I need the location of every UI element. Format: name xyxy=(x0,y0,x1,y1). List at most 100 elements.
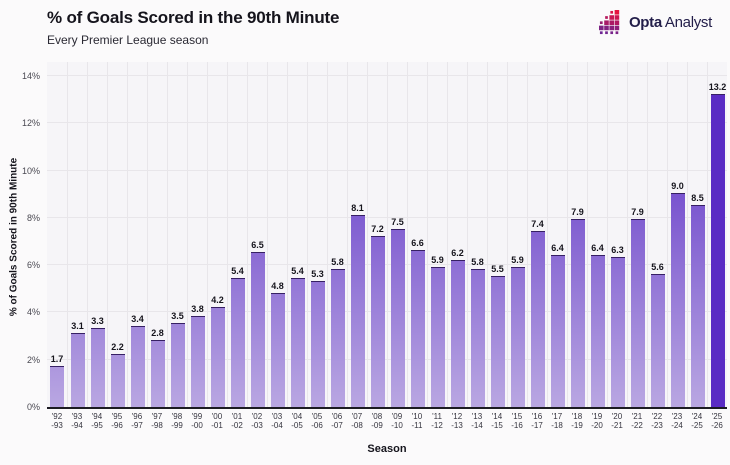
y-tick-label: 14% xyxy=(21,71,40,82)
opta-logo-name: Opta xyxy=(628,14,662,31)
bar-cell: 5.4 xyxy=(227,62,247,407)
x-tick-label: '13 -14 xyxy=(471,412,483,430)
bar xyxy=(530,231,545,407)
bar-cell: 5.8 xyxy=(467,62,487,407)
bar xyxy=(650,273,665,407)
x-tick-label: '93 -94 xyxy=(71,412,83,430)
x-tick-label: '97 -98 xyxy=(151,412,163,430)
bar-cell: 8.5 xyxy=(687,62,707,407)
bar-cell: 5.6 xyxy=(647,62,667,407)
x-tick-label: '04 -05 xyxy=(291,412,303,430)
x-tick-label: '02 -03 xyxy=(251,412,263,430)
bar-value-label: 3.8 xyxy=(191,304,204,315)
bar-value-label: 5.5 xyxy=(491,264,504,275)
bar-cell: 7.4 xyxy=(527,62,547,407)
bar-value-label: 4.2 xyxy=(211,294,224,305)
bar xyxy=(590,254,605,407)
bar-value-label: 6.3 xyxy=(611,245,624,256)
bar xyxy=(330,268,345,407)
bar-cell: 6.6 xyxy=(407,62,427,407)
bar xyxy=(630,219,645,407)
bar xyxy=(570,219,585,407)
bar-value-label: 6.4 xyxy=(591,242,604,253)
bar-cell: 2.2 xyxy=(107,62,127,407)
bar-cell: 3.5 xyxy=(167,62,187,407)
x-tick-label: '19 -20 xyxy=(591,412,603,430)
x-tick-label: '96 -97 xyxy=(131,412,143,430)
bar-value-label: 5.8 xyxy=(331,256,344,267)
y-tick-label: 0% xyxy=(26,402,40,412)
y-tick-label: 4% xyxy=(26,307,40,318)
x-tick-label: '92 -93 xyxy=(51,412,63,430)
x-tick-label: '09 -10 xyxy=(391,412,403,430)
bar-cell: 4.2 xyxy=(207,62,227,407)
bar-value-label: 7.4 xyxy=(531,219,544,230)
bar xyxy=(310,280,325,407)
bar xyxy=(610,257,625,407)
plot-area: 1.7 3.1 3.3 2.2 3.4 2.8 3.5 3.8 4.2 5.4 6.5 4.8 5.4 5… xyxy=(47,62,727,409)
opta-logo-suffix: Analyst xyxy=(664,14,712,31)
bar xyxy=(710,94,725,407)
bar-cell: 9.0 xyxy=(667,62,687,407)
x-tick-label: '14 -15 xyxy=(491,412,503,430)
bar xyxy=(210,306,225,407)
y-axis-ticks: 0% 2% 4% 6% 8% 10% 12% 14% xyxy=(0,62,40,412)
bar-cell: 7.9 xyxy=(627,62,647,407)
x-tick-label: '00 -01 xyxy=(211,412,223,430)
bar-cell: 1.7 xyxy=(47,62,67,407)
x-tick-label: '01 -02 xyxy=(231,412,243,430)
x-tick-label: '03 -04 xyxy=(271,412,283,430)
bar xyxy=(410,250,425,407)
bars-container: 1.7 3.1 3.3 2.2 3.4 2.8 3.5 3.8 4.2 5.4 6.5 4.8 5.4 5… xyxy=(47,62,727,407)
x-tick-label: '98 -99 xyxy=(171,412,183,430)
bar xyxy=(150,339,165,407)
bar-cell: 5.3 xyxy=(307,62,327,407)
bar xyxy=(250,252,265,407)
bar-cell: 7.2 xyxy=(367,62,387,407)
bar-value-label: 2.2 xyxy=(111,342,124,353)
y-tick-label: 10% xyxy=(21,165,40,176)
x-tick-label: '94 -95 xyxy=(91,412,103,430)
bar-cell: 7.5 xyxy=(387,62,407,407)
bar xyxy=(550,254,565,407)
bar-cell: 5.4 xyxy=(287,62,307,407)
x-axis-ticks: '92 -93 '93 -94 '94 -95 '95 -96 '96 -97 '97 -98 '98-… xyxy=(47,412,727,430)
bar xyxy=(430,266,445,407)
bar-value-label: 1.7 xyxy=(50,353,64,364)
bar-cell: 3.3 xyxy=(87,62,107,407)
y-tick-label: 12% xyxy=(21,118,40,129)
opta-logo-icon xyxy=(598,10,620,35)
x-tick-label: '06 -07 xyxy=(331,412,343,430)
bar xyxy=(390,228,405,407)
bar-value-label: 3.3 xyxy=(91,316,104,327)
bar-cell: 3.4 xyxy=(127,62,147,407)
bar-value-label: 7.9 xyxy=(631,207,644,218)
x-tick-label: '95 -96 xyxy=(111,412,123,430)
bar-value-label: 5.8 xyxy=(471,256,484,267)
bar-value-label: 6.6 xyxy=(411,238,424,249)
bar-value-label: 7.2 xyxy=(371,223,384,234)
bar-cell: 6.4 xyxy=(587,62,607,407)
x-tick-label: '25 -26 xyxy=(711,412,723,430)
y-tick-label: 6% xyxy=(26,260,40,271)
bar-cell: 3.8 xyxy=(187,62,207,407)
bar-cell: 6.3 xyxy=(607,62,627,407)
bar xyxy=(690,205,705,407)
bar-value-label: 6.5 xyxy=(251,240,264,251)
bar-value-label: 8.1 xyxy=(351,202,364,213)
bar xyxy=(270,292,285,407)
bar-cell: 5.9 xyxy=(427,62,447,407)
bar-value-label: 13.2 xyxy=(708,82,727,93)
bar xyxy=(670,193,685,407)
bar-cell: 5.8 xyxy=(327,62,347,407)
bar xyxy=(170,323,185,407)
x-tick-label: '18 -19 xyxy=(571,412,583,430)
bar-value-label: 3.1 xyxy=(71,320,84,331)
bar-value-label: 6.2 xyxy=(451,247,464,258)
x-tick-label: '12 -13 xyxy=(451,412,463,430)
bar xyxy=(490,276,505,407)
x-tick-label: '22 -23 xyxy=(651,412,663,430)
x-tick-label: '11 -12 xyxy=(431,412,443,430)
bar xyxy=(90,328,105,407)
bar-value-label: 2.8 xyxy=(151,327,164,338)
